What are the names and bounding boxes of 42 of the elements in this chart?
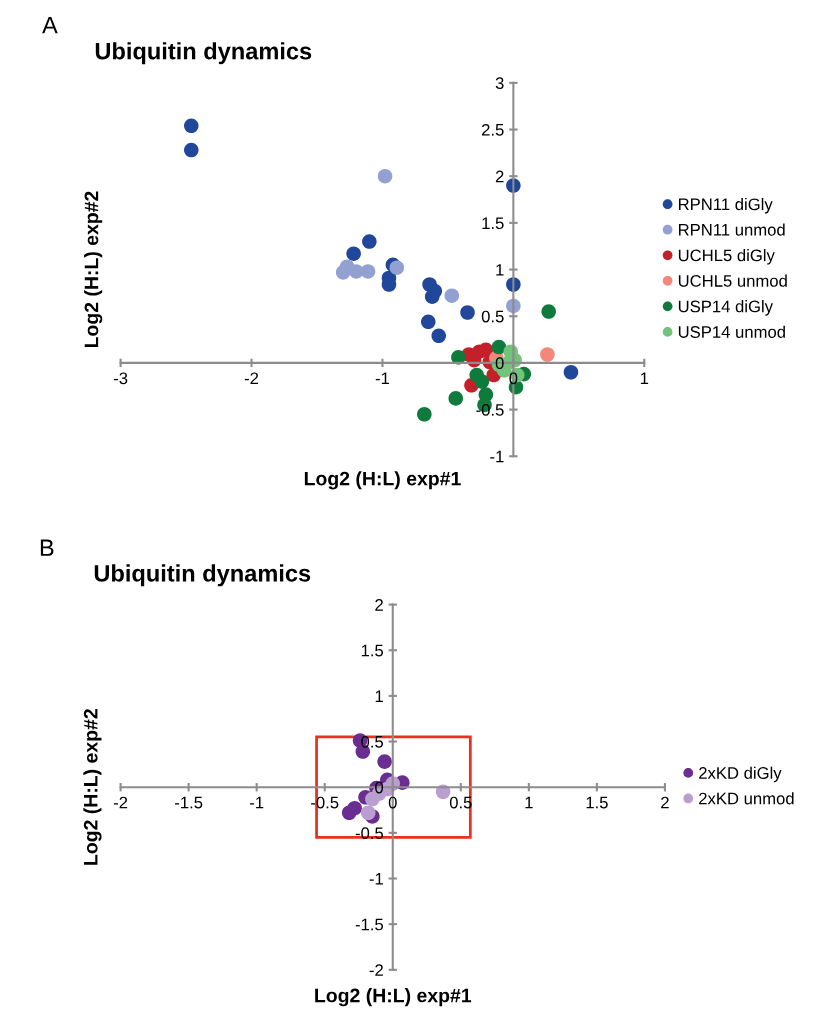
y-tick-label: 2 xyxy=(375,598,383,611)
y-tick-label: 1.5 xyxy=(482,217,504,230)
legend-label: UCHL5 unmod xyxy=(678,274,787,287)
chart-title: Ubiquitin dynamics xyxy=(95,42,312,65)
x-tick-label: -3 xyxy=(113,372,128,385)
y-tick-label: 0.5 xyxy=(481,310,504,323)
y-tick-label: 1.5 xyxy=(361,644,384,657)
y-tick-label: 3 xyxy=(495,77,504,90)
y-tick-label: 2 xyxy=(495,170,504,183)
y-tick-label: 2.5 xyxy=(482,123,504,136)
x-tick-label: 1 xyxy=(525,796,533,809)
x-tick-label: -2 xyxy=(244,372,259,385)
legend-label: RPN11 diGly xyxy=(678,197,773,214)
y-tick-label: 1 xyxy=(496,264,504,276)
y-tick-label: 0 xyxy=(495,357,504,370)
legend-label: USP14 unmod xyxy=(678,325,785,338)
text: B xyxy=(40,539,54,556)
chart-title: Ubiquitin dynamics xyxy=(94,564,311,587)
x-tick-label: 1.5 xyxy=(586,796,608,809)
x-tick-label: 1 xyxy=(640,372,649,385)
x-tick-label: -1.5 xyxy=(175,796,203,809)
legend-label: 2xKD unmod xyxy=(699,792,794,805)
x-tick-label: 2 xyxy=(661,796,669,809)
x-tick-label: 0 xyxy=(388,796,397,809)
y-tick-label: -1 xyxy=(490,450,504,463)
y-tick-label: 1 xyxy=(375,690,383,702)
y-axis-title: Log2 (H:L) exp#2 xyxy=(84,191,103,348)
legend-label: UCHL5 diGly xyxy=(678,249,775,265)
x-tick-label: -2 xyxy=(113,796,128,809)
x-axis-title: Log2 (H:L) exp#1 xyxy=(315,988,472,1007)
y-tick-label: -2 xyxy=(369,964,383,976)
x-axis-title: Log2 (H:L) exp#1 xyxy=(304,471,461,490)
legend-label: 2xKD diGly xyxy=(699,766,782,783)
y-axis-title: Log2 (H:L) exp#2 xyxy=(83,709,102,865)
y-tick-label: -1.5 xyxy=(355,918,384,931)
legend-label: USP14 diGly xyxy=(678,300,773,316)
x-tick-label: -1 xyxy=(250,796,264,809)
y-tick-label: -1 xyxy=(369,873,383,885)
legend-label: RPN11 unmod xyxy=(678,223,785,236)
text: A xyxy=(42,16,58,34)
y-tick-label: -0.5 xyxy=(476,403,504,416)
x-tick-label: 0 xyxy=(509,372,518,385)
